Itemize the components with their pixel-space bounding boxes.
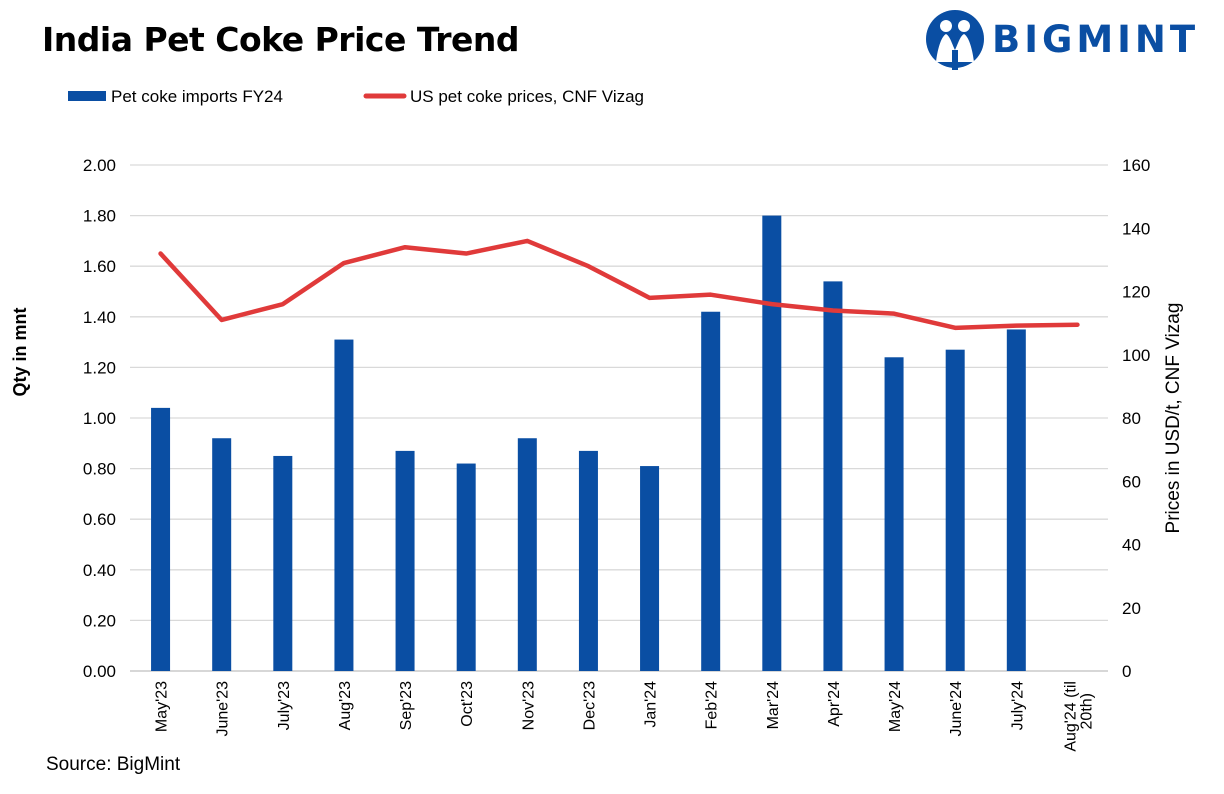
bar xyxy=(762,215,782,671)
y-axis-title: Qty in mnt xyxy=(10,307,30,396)
y2-tick-label: 0 xyxy=(1122,662,1131,681)
y-tick-label: 1.20 xyxy=(83,358,116,377)
x-tick-label: Oct'23 xyxy=(459,681,476,727)
y-tick-label: 0.40 xyxy=(83,561,116,580)
bar xyxy=(578,450,598,671)
x-tick-label: Aug'24 (til 20th) xyxy=(1062,681,1095,752)
y2-axis-title: Prices in USD/t, CNF Vizag xyxy=(1163,303,1184,534)
x-tick-label: Apr'24 xyxy=(826,681,843,727)
x-tick-label: July'23 xyxy=(276,681,293,730)
y-tick-label: 1.00 xyxy=(83,409,116,428)
y-tick-label: 2.00 xyxy=(83,156,116,175)
x-tick-label: Mar'24 xyxy=(765,681,782,730)
y-tick-label: 1.80 xyxy=(83,207,116,226)
y2-tick-label: 40 xyxy=(1122,536,1141,555)
x-tick-label: June'23 xyxy=(215,681,232,737)
price-line xyxy=(158,238,1080,331)
bar xyxy=(1006,329,1026,671)
x-tick-label: May'24 xyxy=(887,681,904,732)
y2-tick-label: 60 xyxy=(1122,472,1141,491)
y2-tick-label: 120 xyxy=(1122,283,1150,302)
y-tick-label: 1.40 xyxy=(83,308,116,327)
legend-line-label: US pet coke prices, CNF Vizag xyxy=(410,87,644,106)
y2-tick-label: 20 xyxy=(1122,599,1141,618)
bar xyxy=(151,407,171,671)
x-tick-label: Aug'23 xyxy=(337,681,354,730)
y2-tick-label: 80 xyxy=(1122,409,1141,428)
y-tick-label: 1.60 xyxy=(83,257,116,276)
bar xyxy=(456,463,476,671)
y2-tick-label: 100 xyxy=(1122,346,1150,365)
x-tick-label: May'23 xyxy=(154,681,171,732)
y-tick-label: 0.60 xyxy=(83,510,116,529)
bar xyxy=(823,281,843,671)
bar xyxy=(945,349,965,671)
y2-tick-label: 140 xyxy=(1122,219,1150,238)
x-tick-label: Feb'24 xyxy=(704,681,721,730)
bigmint-emblem-icon xyxy=(926,10,984,70)
x-tick-label: Jan'24 xyxy=(643,681,660,728)
bar xyxy=(517,438,537,671)
y-tick-label: 0.80 xyxy=(83,460,116,479)
legend-bar-label: Pet coke imports FY24 xyxy=(111,87,283,106)
legend-bar-swatch xyxy=(68,91,106,101)
bar xyxy=(640,466,660,671)
chart-title: India Pet Coke Price Trend xyxy=(42,20,519,59)
bigmint-logo: BIGMINT xyxy=(924,6,1214,72)
logo-wordmark: BIGMINT xyxy=(992,18,1200,61)
bar xyxy=(395,450,415,671)
bar xyxy=(273,455,293,671)
bar xyxy=(212,438,232,671)
x-tick-label: Dec'23 xyxy=(581,681,598,730)
source-note: Source: BigMint xyxy=(46,754,181,775)
y-tick-label: 0.20 xyxy=(83,611,116,630)
y-tick-label: 0.00 xyxy=(83,662,116,681)
bar xyxy=(884,357,904,671)
y2-tick-label: 160 xyxy=(1122,156,1150,175)
x-tick-label: Sep'23 xyxy=(398,681,415,730)
x-tick-label: Nov'23 xyxy=(520,681,537,730)
x-tick-label: July'24 xyxy=(1009,681,1026,730)
x-tick-label: June'24 xyxy=(948,681,965,737)
bar xyxy=(701,311,721,671)
bar xyxy=(334,339,354,671)
